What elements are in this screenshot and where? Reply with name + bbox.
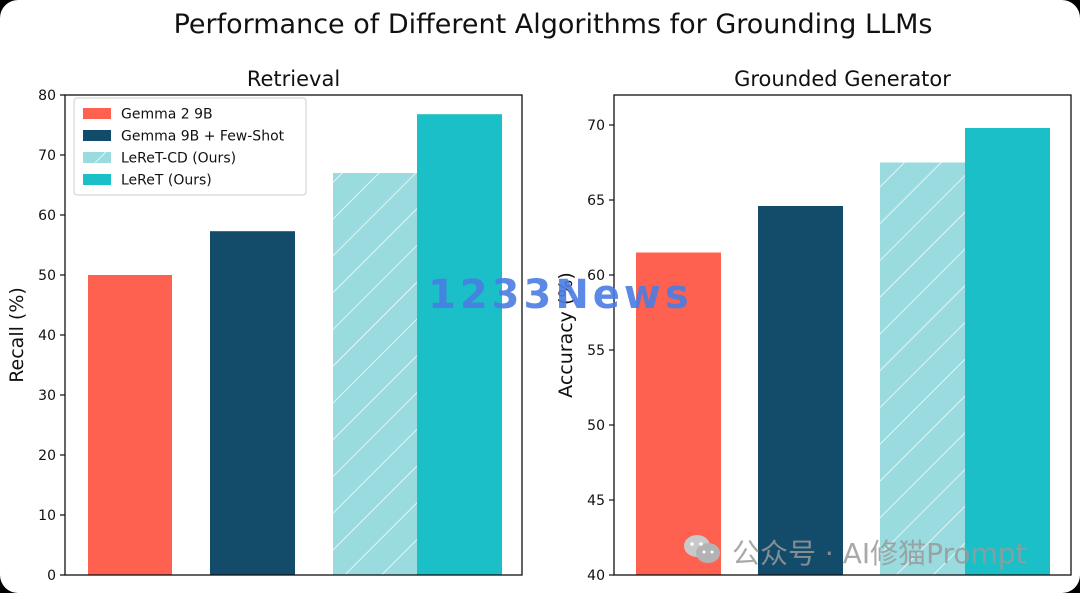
- y-tick-label: 70: [587, 118, 605, 134]
- legend-box: [73, 97, 307, 196]
- y-tick-label: 20: [38, 448, 56, 464]
- y-tick-label: 80: [38, 88, 56, 104]
- watermark-account: 公众号 · AI修猫Prompt: [732, 537, 1027, 570]
- bar-4: [965, 128, 1050, 575]
- chart-panel-2: 40 45 50 55 60 65 70 Grounded Generator Accuracy…: [555, 67, 1072, 584]
- chart-title: Retrieval: [247, 67, 340, 91]
- y-tick-label: 45: [587, 493, 605, 509]
- y-tick-label: 70: [38, 148, 56, 164]
- bar-hatch-3: [333, 173, 417, 575]
- y-tick-label: 55: [587, 343, 605, 359]
- y-tick-label: 30: [38, 388, 56, 404]
- legend-swatch-2: [83, 130, 111, 141]
- bar-hatch-3: [880, 162, 965, 575]
- y-tick-label: 40: [38, 328, 56, 344]
- y-tick-label: 65: [587, 193, 605, 209]
- y-tick-label: 60: [38, 208, 56, 224]
- legend-label-2: Gemma 9B + Few-Shot: [121, 129, 285, 145]
- watermark-news: 1233News: [428, 272, 693, 318]
- legend-swatch-hatch: [83, 152, 111, 163]
- bar-1: [88, 275, 172, 575]
- wechat-icon: [684, 535, 720, 563]
- legend-label-4: LeReT (Ours): [121, 173, 212, 189]
- y-tick-label: 40: [587, 568, 605, 584]
- bar-2: [758, 206, 843, 575]
- y-tick-label: 50: [38, 268, 56, 284]
- legend-swatch-1: [83, 108, 111, 119]
- bar-4: [417, 114, 502, 575]
- legend-label-1: Gemma 2 9B: [121, 107, 213, 123]
- y-tick-label: 50: [587, 418, 605, 434]
- figure-title: Performance of Different Algorithms for …: [174, 9, 933, 40]
- bar-2: [210, 231, 295, 575]
- chart-title: Grounded Generator: [734, 67, 951, 91]
- y-axis-label: Recall (%): [6, 287, 28, 383]
- y-tick-label: 60: [587, 268, 605, 284]
- y-tick-label: 10: [38, 508, 56, 524]
- legend-label-3: LeReT-CD (Ours): [121, 151, 236, 167]
- legend-swatch-4: [83, 174, 111, 185]
- y-tick-label: 0: [47, 568, 56, 584]
- y-axis-label: Accuracy (%): [555, 272, 577, 398]
- chart-panel-1: 0 10 20 30 40 50 60 70 80 Retrieval Recall (%) Gemm…: [6, 67, 523, 584]
- bar-1: [636, 252, 721, 575]
- legend: Gemma 2 9B Gemma 9B + Few-Shot LeReT-CD (O…: [73, 97, 307, 196]
- axes-frame: [613, 94, 1072, 576]
